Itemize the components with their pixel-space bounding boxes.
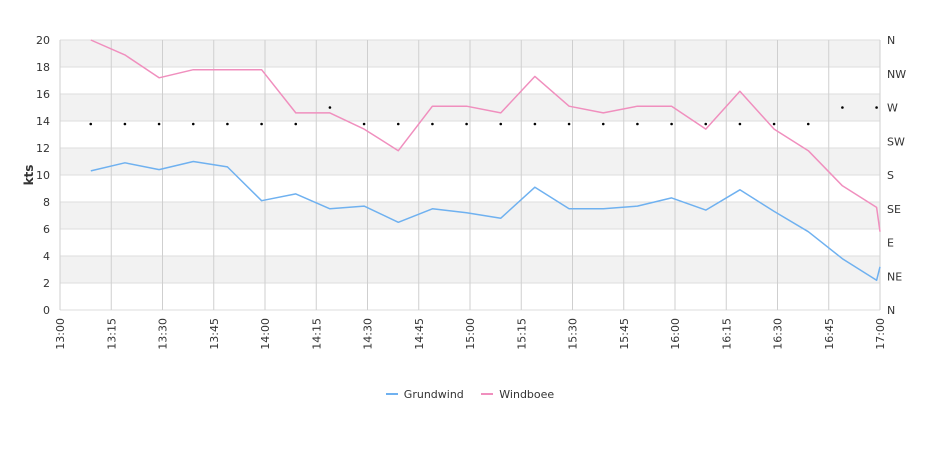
x-tick-label: 14:30 [362,318,375,350]
direction-marker [636,122,639,126]
direction-tick-label: E [887,237,894,250]
x-tick-label: 13:30 [157,318,170,350]
direction-marker [841,106,844,109]
direction-marker [328,106,332,109]
x-tick-label: 13:45 [208,318,221,350]
y-tick-label: 16 [36,88,50,101]
direction-tick-label: NW [887,68,906,81]
x-tick-label: 16:15 [720,318,733,350]
x-tick-label: 16:45 [823,318,836,350]
direction-marker [89,122,93,126]
direction-tick-label: N [887,34,895,47]
legend: Grundwind Windboee [0,385,940,401]
direction-marker [260,122,263,126]
x-tick-label: 13:00 [54,318,67,350]
series-line-grundwind [90,160,881,282]
direction-axis-labels: N NE E SE S SW W NW N [887,34,906,317]
y-tick-label: 10 [36,169,50,182]
direction-marker [157,122,161,126]
x-tick-label: 17:00 [874,318,887,350]
y-tick-label: 6 [43,223,50,236]
direction-marker [191,122,195,126]
direction-marker [772,122,776,126]
direction-tick-label: S [887,169,894,182]
x-tick-label: 16:00 [669,318,682,350]
x-tick-label: 14:00 [259,318,272,350]
y-tick-label: 20 [36,34,50,47]
x-tick-label: 13:15 [105,318,118,350]
x-tick-label: 15:45 [618,318,631,350]
y-tick-label: 4 [43,250,50,263]
y-tick-label: 0 [43,304,50,317]
direction-tick-label: NE [887,270,902,283]
direction-marker [806,122,810,126]
direction-marker [226,122,229,126]
y-tick-label: 18 [36,61,50,74]
series-lines [90,39,881,282]
direction-marker [704,122,708,126]
y-tick-label: 2 [43,277,50,290]
direction-marker [738,122,742,126]
x-tick-label: 14:15 [310,318,323,350]
x-tick-label: 16:30 [772,318,785,350]
direction-marker [499,122,503,126]
x-tick-label: 15:15 [515,318,528,350]
legend-swatch-grundwind [385,393,398,395]
direction-markers [89,106,878,126]
legend-label-windboee: Windboee [499,387,555,401]
x-tick-label: 15:30 [567,318,580,350]
direction-tick-label: N [887,304,895,317]
direction-marker [533,122,537,126]
legend-swatch-windboee [481,393,494,395]
vertical-gridlines [59,40,881,310]
direction-marker [601,122,605,126]
direction-marker [294,122,298,126]
x-tick-label: 14:45 [413,318,426,350]
x-tick-label: 15:00 [464,318,477,350]
y-tick-label: 12 [36,142,50,155]
direction-marker [123,122,127,126]
series-line-windboee [90,39,881,232]
direction-marker [362,122,366,126]
legend-item-windboee[interactable]: Windboee [481,388,554,401]
direction-marker [465,122,468,126]
direction-tick-label: SE [887,203,901,216]
x-axis-tick-labels: 13:00 13:15 13:30 13:45 14:00 14:15 14:30 14:45… [54,318,887,350]
direction-tick-label: SW [887,135,905,148]
y-tick-label: 8 [43,196,50,209]
direction-marker [431,122,434,126]
y-axis-label: kts [22,165,36,186]
direction-tick-label: W [887,102,898,115]
legend-item-grundwind[interactable]: Grundwind [385,387,464,401]
direction-marker [396,122,400,126]
direction-marker [875,106,878,109]
y-tick-label: 14 [36,115,50,128]
direction-marker [567,122,571,126]
direction-marker [670,122,673,126]
legend-label-grundwind: Grundwind [403,387,464,401]
y-axis-tick-labels: 0 2 4 6 8 10 12 14 16 18 20 [36,34,50,317]
